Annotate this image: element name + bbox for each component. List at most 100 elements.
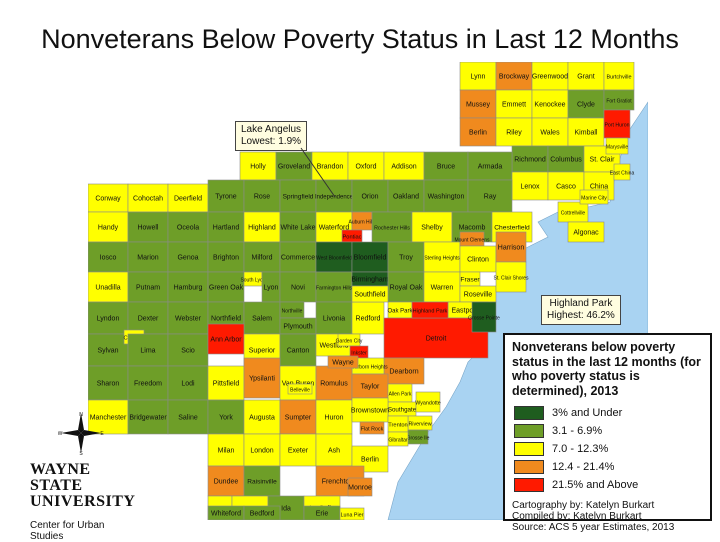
region-redford: Redford bbox=[351, 301, 385, 335]
highest-callout-value: Highest: 46.2% bbox=[547, 310, 615, 321]
region-label: Redford bbox=[356, 316, 381, 323]
region-label: Highland bbox=[248, 225, 276, 232]
region-label: Ida bbox=[281, 506, 291, 513]
region-label: Wayne bbox=[332, 360, 354, 367]
region-label: Exeter bbox=[288, 448, 309, 455]
region-label: Commerce bbox=[281, 255, 315, 262]
region-shape bbox=[207, 465, 245, 497]
region-shape bbox=[315, 399, 353, 435]
region-marysville: Marysville bbox=[605, 137, 628, 155]
region-label: Bridgewater bbox=[129, 415, 167, 422]
region-label: Clyde bbox=[577, 102, 595, 109]
region-brandon: Brandon bbox=[311, 151, 349, 181]
lowest-callout: Lake Angelus Lowest: 1.9% bbox=[235, 121, 308, 151]
region-label: Farmington Hills bbox=[316, 286, 353, 292]
compass-n: N bbox=[79, 412, 83, 418]
region-iosco: Iosco bbox=[87, 241, 129, 273]
region-shape bbox=[207, 365, 245, 401]
region-label: Orion bbox=[361, 194, 378, 201]
legend-item: 3% and Under bbox=[514, 404, 703, 422]
region-label: Dearborn Heights bbox=[348, 365, 388, 371]
region-columbus: Columbus bbox=[547, 145, 585, 173]
region-lyndon: Lyndon bbox=[87, 301, 129, 335]
region-label: Ray bbox=[484, 194, 497, 201]
region-label: Algonac bbox=[573, 230, 599, 237]
region-label: Brandon bbox=[317, 164, 344, 171]
legend-credits: Cartography by: Katelyn Burkart Compiled… bbox=[512, 500, 703, 533]
region-shape bbox=[243, 465, 281, 497]
region-shape bbox=[279, 399, 317, 435]
region-label: Genoa bbox=[177, 255, 198, 262]
region-label: Novi bbox=[291, 285, 305, 292]
region-shape bbox=[351, 285, 389, 303]
region-shape bbox=[383, 317, 489, 359]
region-label: Macomb bbox=[459, 225, 486, 232]
legend-swatch bbox=[514, 406, 544, 420]
region-wyandotte: Wyandotte bbox=[415, 391, 441, 413]
region-shape bbox=[311, 151, 349, 181]
region-lima: Lima bbox=[127, 333, 169, 367]
region-highland-park: Highland Park bbox=[411, 301, 449, 319]
region-shape bbox=[243, 357, 281, 399]
region-shape bbox=[207, 399, 245, 435]
region-shape bbox=[567, 89, 605, 119]
region-label: Highland Park bbox=[413, 309, 448, 315]
lowest-callout-value: Lowest: 1.9% bbox=[241, 136, 302, 147]
compass-rose-icon: N S W E bbox=[58, 412, 104, 456]
lowest-callout-place: Lake Angelus bbox=[241, 124, 302, 135]
region-label: Milford bbox=[251, 255, 272, 262]
region-label: Grosse Ile bbox=[407, 436, 430, 442]
legend-label: 3.1 - 6.9% bbox=[552, 425, 603, 437]
region-hamburg: Hamburg bbox=[167, 271, 209, 303]
region-label: Green Oak bbox=[209, 285, 244, 292]
region-shape bbox=[87, 365, 129, 401]
legend-item: 3.1 - 6.9% bbox=[514, 422, 703, 440]
region-shape bbox=[511, 145, 549, 173]
region-groveland: Groveland bbox=[275, 151, 313, 181]
region-commerce: Commerce bbox=[279, 241, 317, 273]
region-livonia: Livonia bbox=[315, 301, 353, 335]
region-label: Berlin bbox=[469, 130, 487, 137]
region-shape bbox=[387, 271, 425, 303]
region-shape bbox=[279, 179, 317, 213]
region-lodi: Lodi bbox=[167, 365, 209, 401]
region-label: Mount Clemens bbox=[454, 238, 490, 244]
region-shape bbox=[87, 271, 129, 303]
region-trenton: Trenton bbox=[387, 415, 409, 433]
region-shape bbox=[127, 365, 169, 401]
region-harrison: Harrison bbox=[495, 231, 527, 263]
region-kimball: Kimball bbox=[567, 117, 605, 147]
region-label: Frenchtown bbox=[322, 479, 359, 486]
region-label: Putnam bbox=[136, 285, 160, 292]
region-shape bbox=[207, 323, 245, 355]
region-sylvan: Sylvan bbox=[87, 333, 129, 367]
region-fraser: Fraser bbox=[459, 271, 480, 287]
region-putnam: Putnam bbox=[127, 271, 169, 303]
legend: Nonveterans below poverty status in the … bbox=[503, 333, 712, 533]
region-label: Washington bbox=[428, 194, 465, 201]
legend-label: 7.0 - 12.3% bbox=[552, 443, 609, 455]
region-label: Wales bbox=[540, 130, 560, 137]
region-brighton: Brighton bbox=[207, 241, 245, 273]
region-label: Oak Park bbox=[387, 309, 413, 315]
region-label: Oceola bbox=[177, 225, 199, 232]
region-allen-park: Allen Park bbox=[387, 383, 413, 403]
region-label: Chesterfield bbox=[494, 225, 530, 232]
region-shape bbox=[243, 241, 281, 273]
region-grant: Grant bbox=[567, 61, 605, 91]
region-shape bbox=[167, 301, 209, 335]
region-label: Conway bbox=[95, 196, 121, 203]
region-label: Independence bbox=[315, 195, 354, 201]
region-marine-city: Marine City bbox=[579, 189, 609, 205]
region-shape bbox=[351, 397, 389, 423]
region-shape bbox=[459, 117, 497, 147]
region-label: Clinton bbox=[467, 257, 489, 264]
region-emmett: Emmett bbox=[495, 89, 533, 119]
region-label: Auburn Hills bbox=[349, 220, 376, 226]
legend-title: Nonveterans below poverty status in the … bbox=[512, 340, 701, 398]
region-shape bbox=[287, 383, 313, 395]
region-port-huron: Port Huron bbox=[603, 109, 631, 139]
region-gibraltar: Gibraltar bbox=[387, 431, 409, 447]
region-label: Huron bbox=[324, 415, 343, 422]
region-label: Monroe bbox=[348, 485, 372, 492]
